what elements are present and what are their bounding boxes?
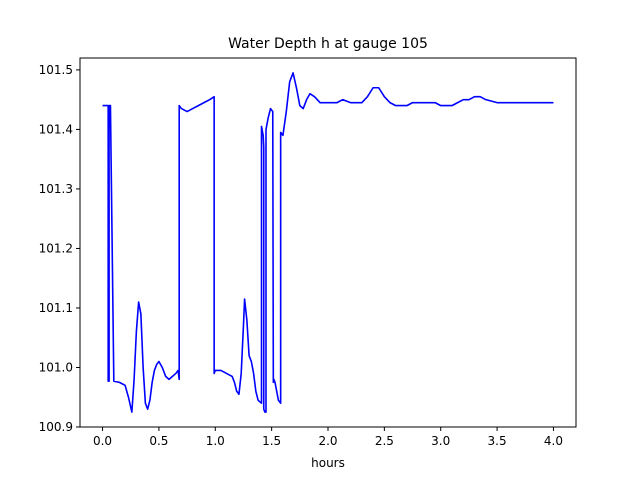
x-tick-label: 3.5 [488,434,507,448]
chart-title: Water Depth h at gauge 105 [228,36,428,52]
x-tick-label: 2.5 [375,434,394,448]
x-axis-label: hours [311,456,345,470]
y-tick-label: 101.4 [39,122,73,136]
x-tick-label: 0.5 [149,434,168,448]
x-tick-label: 4.0 [544,434,563,448]
series-line-0 [102,72,554,413]
y-tick-label: 101.3 [39,182,73,196]
y-tick-label: 101.2 [39,241,73,255]
y-tick-label: 101.5 [39,63,73,77]
x-tick-label: 1.0 [206,434,225,448]
x-tick-label: 0.0 [93,434,112,448]
y-tick-label: 101.1 [39,301,73,315]
x-tick-label: 1.5 [262,434,281,448]
y-tick-label: 100.9 [39,420,73,434]
y-tick-label: 101.0 [39,360,73,374]
x-axis: 0.0 0.5 1.0 1.5 2.0 2.5 3.0 3.5 4.0 [93,427,563,448]
plot-layer [102,72,554,413]
x-tick-label: 3.0 [431,434,450,448]
x-tick-label: 2.0 [318,434,337,448]
y-axis: 100.9 101.0 101.1 101.2 101.3 101.4 101.5 [39,63,80,434]
